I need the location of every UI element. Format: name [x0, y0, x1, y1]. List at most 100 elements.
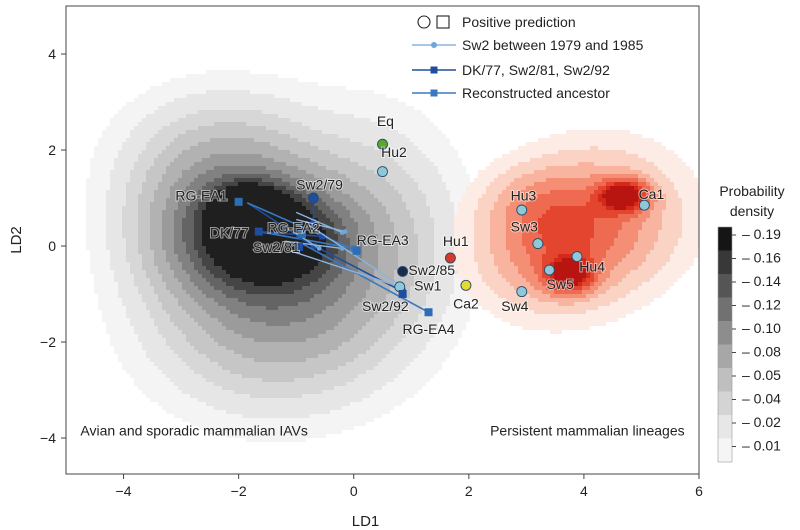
point-label-sw4: Sw4	[501, 298, 528, 314]
colorbar-title-line-1: Probability	[719, 183, 784, 199]
point-label-hu3: Hu3	[511, 187, 537, 203]
trajectory-end-marker	[316, 246, 322, 251]
x-tick-label: −4	[116, 483, 132, 499]
y-tick-label: 0	[48, 238, 56, 254]
legend-label-4: Reconstructed ancestor	[462, 85, 610, 101]
point-label-ca2: Ca2	[453, 295, 479, 311]
x-tick-label: 2	[465, 483, 473, 499]
point-label-sw1: Sw1	[414, 278, 441, 294]
plot-frame	[65, 5, 700, 475]
x-tick-label: −2	[231, 483, 247, 499]
colorbar-label-10: – 0.01	[742, 438, 781, 454]
gray-density-bands	[86, 70, 482, 442]
colorbar-title-line-2: density	[730, 203, 774, 219]
legend-square-icon	[436, 15, 450, 29]
trajectory-end-marker	[342, 229, 348, 235]
red-density-band-8	[550, 186, 642, 286]
legend-marker-light	[431, 42, 437, 48]
colorbar-swatch-1	[718, 227, 732, 251]
point-dk-77	[254, 227, 263, 236]
y-tick-label: −2	[40, 334, 56, 350]
colorbar-swatch-10	[718, 438, 732, 462]
point-hu1	[444, 252, 456, 264]
point-label-sw3: Sw3	[511, 219, 538, 235]
point-label-rg-ea1: RG-EA1	[175, 187, 227, 203]
legend-label-3: DK/77, Sw2/81, Sw2/92	[462, 62, 610, 78]
colorbar-label-3: – 0.14	[742, 273, 781, 289]
colorbar-swatch-7	[718, 368, 732, 392]
trajectory-end-marker	[310, 219, 317, 225]
colorbar-border	[717, 226, 733, 463]
point-label-sw2-79: Sw2/79	[296, 176, 343, 192]
density-contours	[86, 70, 699, 442]
colorbar-swatch-6	[718, 344, 732, 368]
trajectory-line-10	[307, 223, 404, 288]
point-label-sw2-92: Sw2/92	[362, 298, 409, 314]
point-rg-ea4	[424, 308, 433, 317]
point-sw2-79	[307, 192, 319, 204]
point-rg-ea3	[352, 246, 361, 255]
colorbar-label-1: – 0.19	[742, 226, 781, 242]
trajectory-line-9	[296, 218, 346, 233]
y-tick-label: 2	[48, 142, 56, 158]
trajectory-line-2	[246, 202, 357, 252]
trajectory-end-marker	[319, 233, 326, 240]
colorbar-swatch-5	[718, 321, 732, 345]
trajectory-end-marker	[339, 246, 345, 251]
point-label-sw2-85: Sw2/85	[408, 262, 455, 278]
point-rg-ea2	[297, 230, 306, 238]
legend-circle-icon	[417, 15, 431, 29]
data-points: Eq Hu2 Sw2/79 RG-EA1 DK/77 RG-EA2 Sw2/81 RG-EA3…	[174, 112, 665, 338]
colorbar-label-2: – 0.16	[742, 250, 781, 266]
trajectory-line-4	[258, 230, 323, 238]
point-sw2-85	[397, 265, 409, 277]
gray-density-band-10	[202, 182, 326, 286]
point-eq	[377, 138, 388, 150]
red-density-bands	[454, 130, 699, 334]
colorbar: Probability density – 0.19 – 0.16 – 0.14 – 0.…	[717, 183, 785, 463]
point-label-rg-ea3: RG-EA3	[357, 232, 409, 248]
region-label-1: Avian and sporadic mammalian IAVs	[80, 423, 307, 439]
point-ca2	[460, 279, 472, 291]
colorbar-label-6: – 0.08	[742, 344, 781, 360]
colorbar-swatch-9	[718, 415, 732, 439]
point-sw2-81	[295, 242, 304, 251]
colorbar-label-8: – 0.04	[742, 391, 781, 407]
x-tick-label: 6	[695, 483, 703, 499]
x-axis-label: LD1	[352, 513, 380, 530]
legend-label-2: Sw2 between 1979 and 1985	[462, 37, 644, 53]
point-sw2-92	[398, 290, 407, 298]
x-tick-label: 0	[350, 483, 358, 499]
point-label-dk-77: DK/77	[210, 224, 249, 240]
point-label-rg-ea2: RG-EA2	[267, 220, 319, 236]
point-ca1	[638, 199, 650, 211]
legend-marker-dark	[430, 66, 438, 74]
point-hu3	[516, 204, 528, 216]
colorbar-swatch-3	[718, 274, 732, 298]
point-label-hu4: Hu4	[579, 258, 605, 274]
point-sw3	[532, 238, 544, 250]
point-rg-ea1	[234, 197, 243, 206]
colorbar-label-7: – 0.05	[742, 367, 781, 383]
point-label-hu1: Hu1	[443, 233, 469, 249]
point-label-sw2-81: Sw2/81	[253, 239, 300, 255]
point-sw5	[543, 264, 555, 276]
y-tick-label: 4	[48, 46, 56, 62]
point-hu2	[377, 166, 388, 178]
colorbar-swatch-4	[718, 297, 732, 321]
point-label-eq: Eq	[377, 113, 394, 129]
colorbar-label-5: – 0.10	[742, 320, 781, 336]
trajectory-line-11	[290, 250, 400, 288]
trajectory-line-6	[301, 242, 429, 313]
axes: −4 −2 0 2 4 6 −4 −2 0 2 4 LD1 LD2	[8, 46, 703, 530]
y-tick-label: −4	[40, 430, 56, 446]
colorbar-swatch-2	[718, 250, 732, 274]
point-sw4	[516, 286, 528, 298]
region-label-2: Persistent mammalian lineages	[490, 423, 685, 439]
point-label-hu2: Hu2	[381, 144, 407, 160]
colorbar-label-4: – 0.12	[742, 297, 781, 313]
region-labels: Avian and sporadic mammalian IAVs Persist…	[80, 423, 684, 439]
x-tick-label: 4	[580, 483, 588, 499]
trajectory-line-13	[284, 240, 343, 250]
y-axis-label: LD2	[8, 226, 25, 254]
